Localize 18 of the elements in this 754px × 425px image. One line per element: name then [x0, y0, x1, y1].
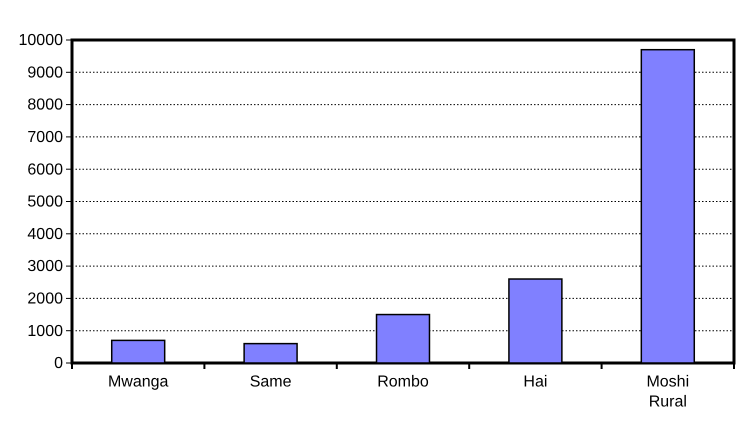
y-tick-label: 6000	[27, 161, 64, 178]
x-tick-label: Same	[250, 373, 292, 390]
y-tick-label: 5000	[27, 194, 64, 211]
y-tick-label: 1000	[27, 322, 64, 340]
bar	[243, 342, 298, 364]
bar	[110, 340, 166, 364]
y-tick-label: 0	[54, 355, 64, 372]
y-tick-label: 3000	[27, 258, 64, 276]
y-tick-label: 9000	[27, 64, 64, 82]
x-tick-label: Mwanga	[108, 373, 169, 390]
y-tick-label: 8000	[27, 96, 64, 114]
y-tick-label: 10000	[18, 32, 64, 50]
x-tick-label: Rombo	[377, 373, 429, 390]
x-tick-label: Moshi Rural	[646, 373, 690, 410]
y-tick-label: 2000	[27, 290, 64, 308]
y-tick-label: 4000	[27, 226, 64, 243]
x-tick-label: Hai	[523, 373, 548, 390]
y-tick-label: 7000	[27, 129, 64, 146]
